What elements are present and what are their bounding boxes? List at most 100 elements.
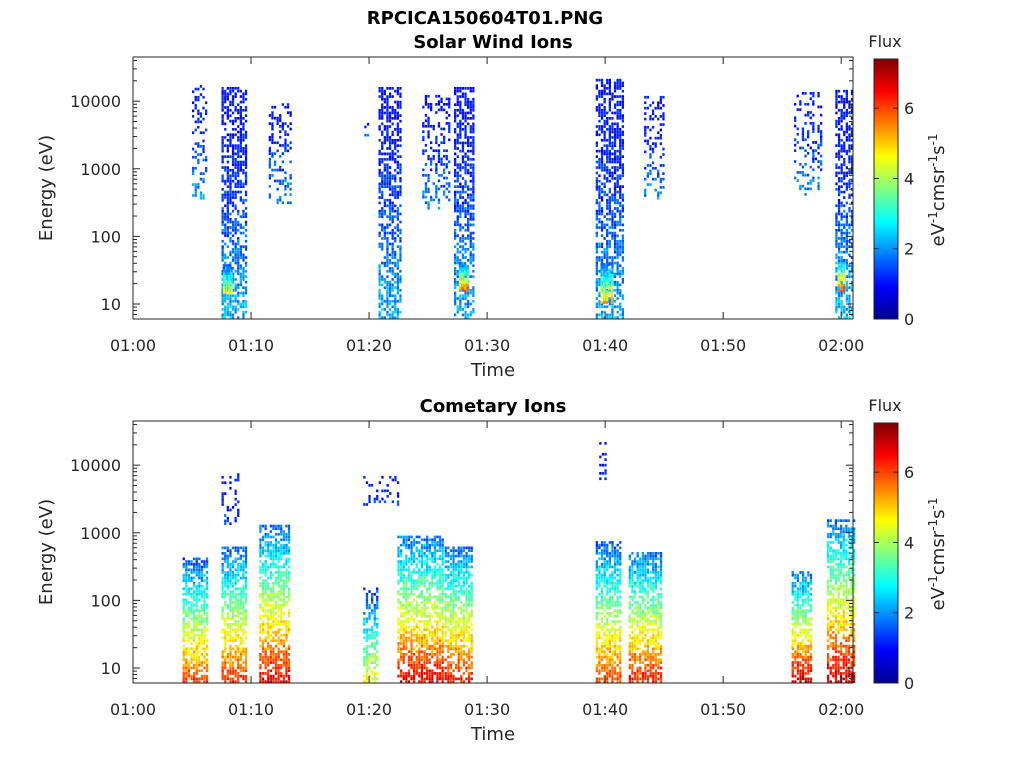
heatmap-cell [394, 190, 397, 194]
heatmap-cell [272, 560, 275, 563]
heatmap-cell [244, 666, 248, 670]
heatmap-cell [613, 234, 617, 238]
heatmap-cell [662, 112, 665, 115]
heatmap-cell [226, 193, 229, 197]
heatmap-cell [611, 92, 614, 96]
heatmap-cell [244, 601, 248, 604]
heatmap-cell [226, 557, 229, 561]
heatmap-cell [237, 239, 240, 243]
heatmap-cell [611, 193, 614, 197]
heatmap-cell [472, 207, 475, 210]
heatmap-cell [224, 584, 227, 588]
heatmap-cell [259, 623, 262, 626]
heatmap-cell [420, 655, 424, 659]
heatmap-cell [407, 650, 411, 653]
heatmap-cell [613, 190, 617, 194]
heatmap-cell [234, 171, 237, 175]
heatmap-cell [418, 653, 421, 656]
heatmap-cell [840, 95, 843, 98]
heatmap-cell [381, 117, 384, 120]
heatmap-cell [202, 196, 205, 200]
heatmap-cell [373, 642, 376, 645]
heatmap-cell [608, 78, 611, 82]
heatmap-cell [448, 122, 451, 125]
heatmap-cell [420, 669, 424, 673]
heatmap-cell [244, 669, 248, 673]
heatmap-cell [397, 546, 400, 550]
heatmap-cell [272, 543, 275, 547]
heatmap-cell [400, 543, 403, 547]
heatmap-cell [595, 212, 598, 216]
heatmap-cell [226, 289, 229, 292]
heatmap-cell [226, 95, 229, 98]
heatmap-cell [269, 573, 272, 577]
heatmap-cell [239, 198, 242, 202]
heatmap-cell [456, 97, 459, 101]
heatmap-cell [469, 179, 472, 183]
heatmap-cell [440, 160, 443, 164]
heatmap-cell [282, 552, 285, 555]
heatmap-cell [456, 283, 459, 287]
heatmap-cell [282, 655, 285, 659]
heatmap-cell [461, 262, 464, 265]
heatmap-cell [221, 546, 224, 550]
heatmap-cell [383, 168, 386, 172]
heatmap-cell [428, 552, 431, 555]
heatmap-cell [428, 677, 431, 681]
heatmap-cell [281, 179, 284, 183]
heatmap-cell [198, 612, 201, 615]
heatmap-cell [205, 109, 208, 113]
heatmap-cell [845, 228, 848, 232]
heatmap-cell [269, 541, 272, 544]
heatmap-cell [280, 612, 283, 615]
heatmap-cell [464, 256, 467, 259]
heatmap-cell [440, 174, 443, 177]
heatmap-cell [431, 576, 434, 580]
heatmap-cell [391, 248, 394, 251]
heatmap-cell [396, 100, 399, 104]
heatmap-cell [428, 672, 431, 675]
heatmap-cell [606, 204, 609, 208]
heatmap-cell [394, 272, 397, 276]
heatmap-cell [261, 601, 265, 604]
heatmap-cell [440, 97, 443, 101]
heatmap-cell [413, 612, 416, 615]
heatmap-cell [413, 582, 416, 585]
heatmap-cell [280, 639, 283, 642]
heatmap-cell [221, 256, 224, 259]
heatmap-cell [431, 674, 434, 678]
heatmap-cell [194, 142, 197, 145]
heatmap-cell [269, 543, 272, 547]
heatmap-cell [244, 554, 248, 558]
heatmap-cell [381, 122, 384, 126]
heatmap-cell [205, 623, 209, 626]
heatmap-cell [804, 138, 807, 142]
heatmap-cell [280, 614, 283, 618]
heatmap-cell [261, 625, 265, 629]
heatmap-cell [386, 231, 389, 235]
heatmap-cell [239, 606, 242, 610]
heatmap-cell [231, 119, 235, 123]
heatmap-cell [608, 276, 611, 280]
heatmap-cell [837, 188, 841, 191]
heatmap-cell [378, 305, 381, 309]
heatmap-cell [272, 614, 275, 618]
heatmap-cell [400, 603, 403, 607]
heatmap-cell [595, 177, 598, 180]
heatmap-cell [205, 592, 209, 596]
heatmap-cell [229, 198, 232, 202]
heatmap-cell [426, 661, 429, 664]
heatmap-cell [224, 316, 227, 319]
heatmap-cell [237, 261, 240, 265]
heatmap-cell [428, 631, 431, 634]
heatmap-cell [264, 568, 267, 572]
heatmap-cell [221, 245, 224, 248]
heatmap-cell [402, 633, 405, 637]
heatmap-cell [195, 680, 198, 683]
heatmap-cell [459, 119, 462, 123]
heatmap-cell [234, 299, 237, 303]
heatmap-cell [376, 601, 379, 604]
heatmap-cell [226, 297, 229, 300]
heatmap-cell [271, 174, 274, 177]
heatmap-cell [225, 269, 228, 273]
